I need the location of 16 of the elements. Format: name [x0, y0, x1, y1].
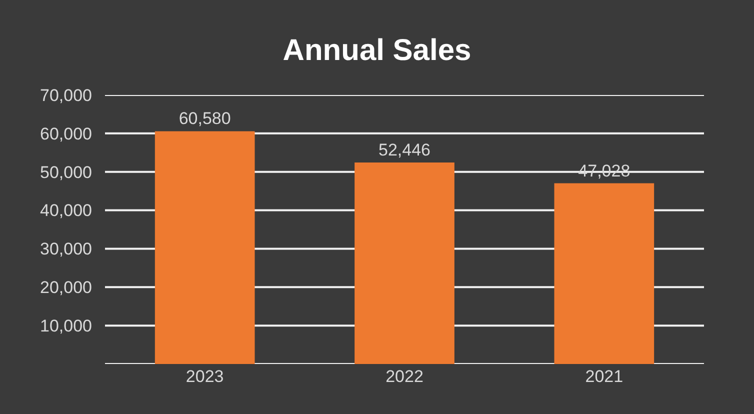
bar	[554, 183, 654, 364]
x-tick-label: 2021	[585, 367, 624, 386]
y-tick-label: 50,000	[40, 162, 92, 182]
y-tick-label: 60,000	[40, 124, 92, 144]
x-tick-label: 2022	[386, 367, 424, 386]
chart-title: Annual Sales	[282, 34, 472, 68]
y-tick-label: 20,000	[40, 278, 92, 298]
y-tick-label: 10,000	[40, 316, 92, 336]
x-tick-label: 2023	[186, 367, 224, 386]
data-label: 52,446	[378, 140, 430, 160]
data-label: 60,580	[178, 109, 231, 128]
y-tick-label: 70,000	[40, 86, 92, 105]
bar	[354, 162, 454, 364]
bar	[154, 131, 255, 364]
y-tick-label: 30,000	[40, 240, 92, 259]
y-tick-label: 40,000	[40, 201, 92, 220]
